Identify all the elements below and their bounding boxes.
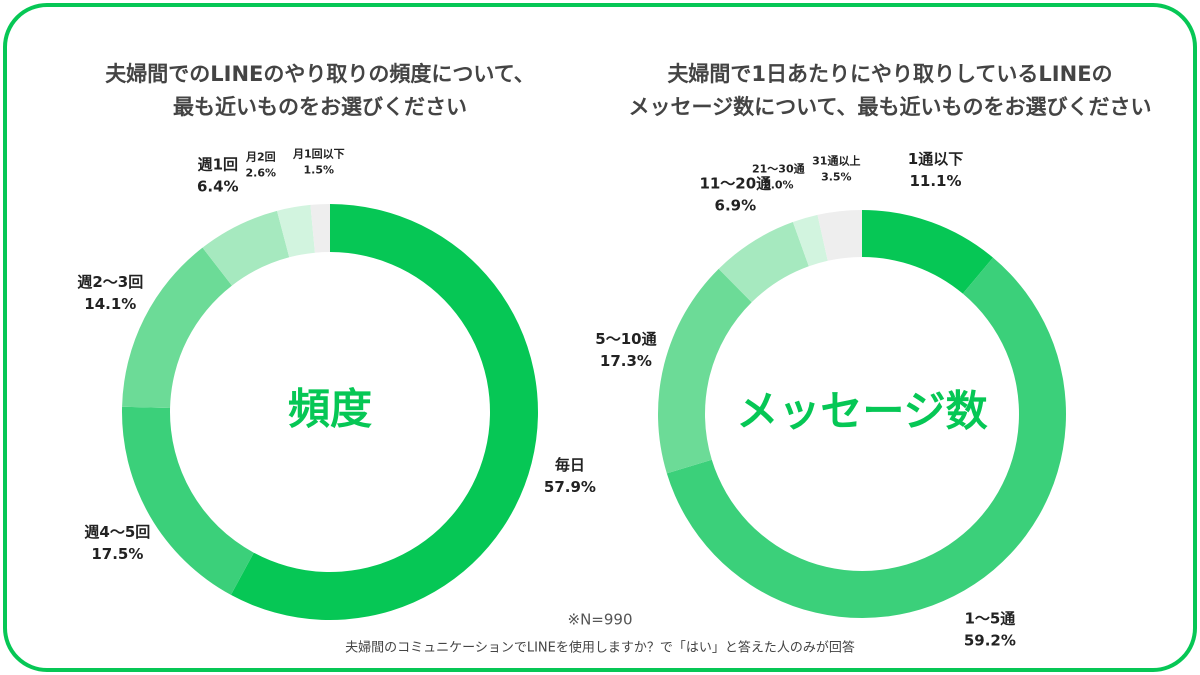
value-label: 3.5% (821, 170, 852, 183)
category-label: 1〜5通 (964, 610, 1015, 628)
category-label: 週2〜3回 (77, 273, 143, 291)
footnote: 夫婦間のコミュニケーションでLINEを使用しますか？で「はい」と答えた人のみが回… (345, 640, 855, 656)
donut-segment (202, 210, 290, 286)
value-label: 59.2% (964, 632, 1016, 650)
donut-segment (277, 204, 315, 258)
value-label: 17.3% (600, 352, 652, 370)
center-label: メッセージ数 (736, 387, 987, 436)
category-label: 31通以上 (812, 153, 860, 167)
donut-segment (817, 210, 862, 261)
category-label: 週4〜5回 (84, 523, 150, 541)
chart-title: メッセージ数について、最も近いものをお選びください (629, 95, 1152, 119)
frame (3, 3, 1197, 672)
category-label: 毎日 (555, 456, 585, 474)
donut-segment (718, 222, 809, 303)
value-label: 2.6% (246, 167, 277, 180)
sample-note: ※N=990 (568, 611, 633, 629)
chart-title: 夫婦間でのLINEのやり取りの頻度について、 (105, 62, 534, 86)
value-label: 1.5% (304, 163, 335, 176)
center-label: 頻度 (288, 385, 372, 434)
value-label: 57.9% (544, 478, 596, 496)
category-label: 1通以下 (908, 150, 963, 168)
donut-segment (310, 204, 330, 253)
category-label: 5〜10通 (595, 330, 656, 348)
donut-segment (230, 204, 539, 620)
donut-segment (666, 257, 1066, 619)
category-label: 月2回 (245, 150, 276, 164)
donut-segment (122, 247, 232, 408)
category-label: 月1回以下 (292, 146, 345, 160)
donut-segment (658, 268, 752, 474)
value-label: 17.5% (91, 545, 143, 563)
donut-segment (122, 406, 254, 595)
donut-segment (862, 210, 994, 294)
value-label: 11.1% (909, 172, 961, 190)
value-label: 2.0% (763, 178, 794, 191)
chart-title: 最も近いものをお選びください (173, 95, 467, 119)
category-label: 11〜20通 (699, 174, 771, 192)
chart-title: 夫婦間で1日あたりにやり取りしているLINEの (667, 62, 1112, 86)
category-label: 21〜30通 (752, 162, 805, 175)
value-label: 6.4% (197, 178, 239, 196)
value-label: 14.1% (84, 295, 136, 313)
donut-segment (792, 214, 828, 267)
value-label: 6.9% (715, 196, 757, 214)
category-label: 週1回 (198, 156, 238, 174)
